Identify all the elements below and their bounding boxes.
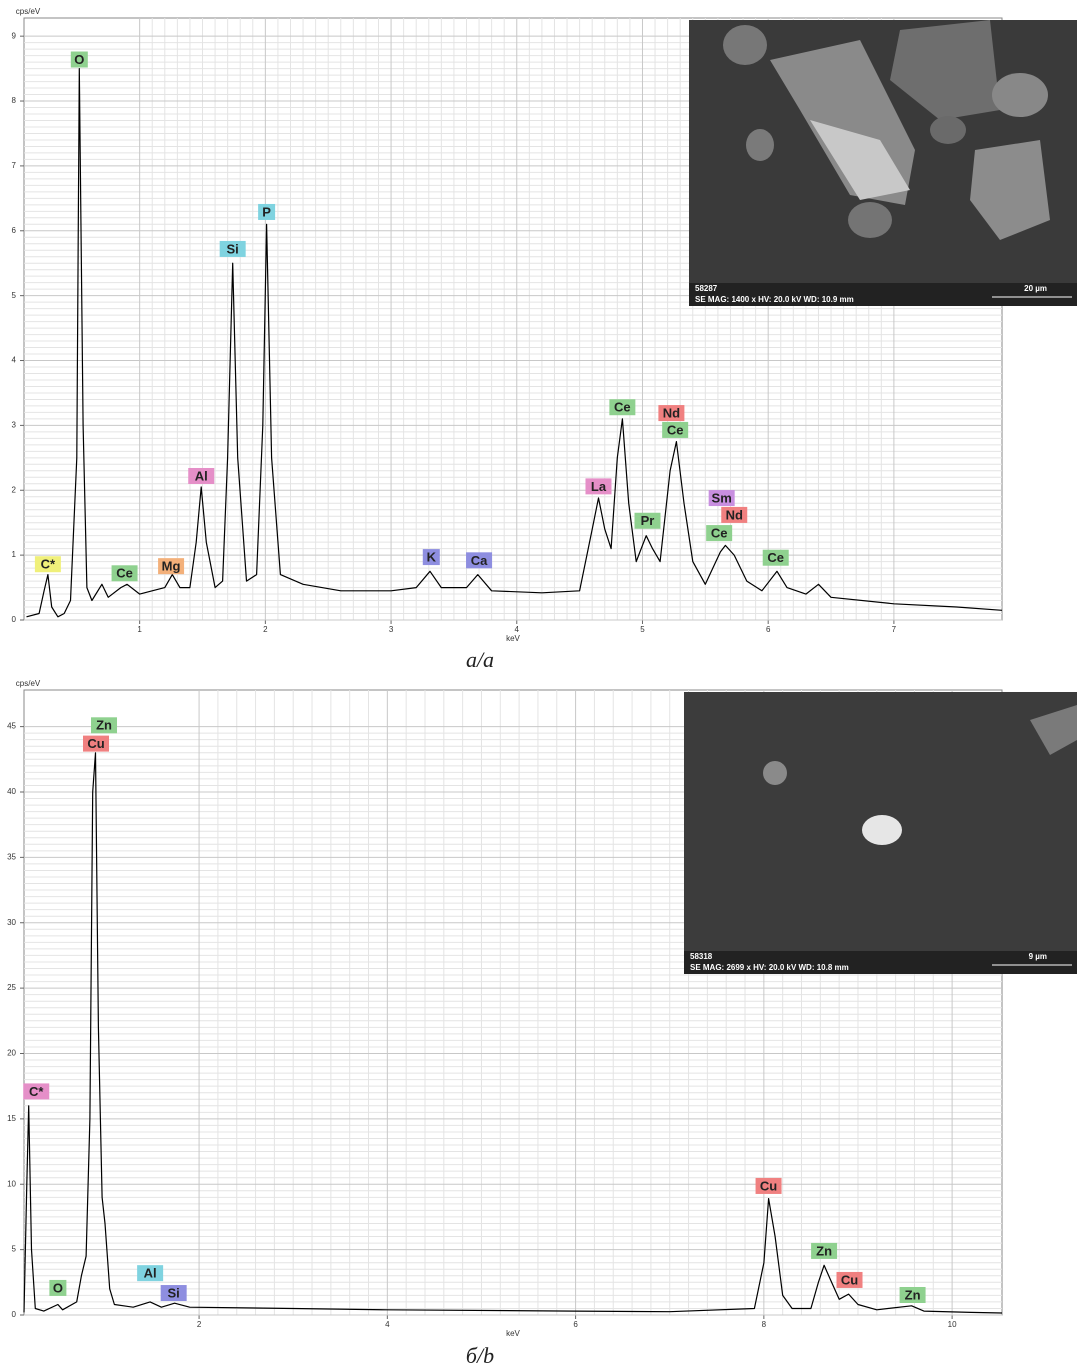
- peak-label: La: [591, 479, 607, 494]
- peak-label: Mg: [162, 559, 181, 574]
- x-tick-label: 5: [640, 625, 645, 634]
- x-tick-label: 4: [385, 1320, 390, 1329]
- peak-label: Ce: [767, 550, 784, 565]
- figure: 246810051015202530354045cps/eVkeVZnCuC*O…: [0, 0, 1077, 1370]
- peak-label: Si: [227, 241, 239, 256]
- caption: а/a: [466, 647, 494, 672]
- peak-label: K: [427, 550, 437, 565]
- y-axis-label: cps/eV: [16, 7, 41, 16]
- peak-label: O: [74, 52, 84, 67]
- y-tick-label: 8: [12, 96, 17, 105]
- sem-scale: 9 µm: [1029, 952, 1047, 961]
- x-tick-label: 3: [389, 625, 394, 634]
- peak-label: Nd: [726, 507, 743, 522]
- sem-image: [689, 20, 1077, 306]
- sem-image: [684, 692, 1077, 974]
- y-tick-label: 0: [12, 615, 17, 624]
- y-tick-label: 45: [7, 722, 16, 731]
- y-tick-label: 25: [7, 983, 16, 992]
- peak-label: C*: [29, 1084, 44, 1099]
- x-tick-label: 2: [197, 1320, 202, 1329]
- peak-label: Cu: [87, 736, 104, 751]
- y-tick-label: 5: [12, 291, 17, 300]
- sem-info: SE MAG: 1400 x HV: 20.0 kV WD: 10.9 mm: [695, 295, 854, 304]
- sem-info: SE MAG: 2699 x HV: 20.0 kV WD: 10.8 mm: [690, 963, 849, 972]
- sem-id: 58287: [695, 284, 718, 293]
- y-tick-label: 3: [12, 420, 17, 429]
- y-tick-label: 20: [7, 1049, 16, 1058]
- peak-label: P: [262, 204, 271, 219]
- y-tick-label: 4: [12, 356, 17, 365]
- peak-label: Ca: [471, 553, 488, 568]
- x-tick-label: 10: [948, 1320, 957, 1329]
- y-tick-label: 15: [7, 1114, 16, 1123]
- x-tick-label: 7: [892, 625, 897, 634]
- sem-scale: 20 µm: [1024, 284, 1047, 293]
- y-tick-label: 30: [7, 918, 16, 927]
- x-tick-label: 6: [766, 625, 771, 634]
- y-tick-label: 35: [7, 852, 16, 861]
- peak-label: Cu: [760, 1178, 777, 1193]
- x-axis-label: keV: [506, 634, 520, 643]
- peak-label: Al: [195, 468, 208, 483]
- x-tick-label: 6: [573, 1320, 578, 1329]
- peak-label: Ce: [614, 400, 631, 415]
- peak-label: Ce: [667, 422, 684, 437]
- peak-label: O: [53, 1280, 63, 1295]
- y-tick-label: 9: [12, 31, 17, 40]
- caption: б/b: [466, 1343, 494, 1368]
- sem-id: 58318: [690, 952, 713, 961]
- y-tick-label: 0: [12, 1310, 17, 1319]
- y-tick-label: 6: [12, 226, 17, 235]
- y-tick-label: 2: [12, 485, 17, 494]
- y-tick-label: 5: [12, 1245, 17, 1254]
- peak-label: Cu: [841, 1272, 858, 1287]
- peak-label: Zn: [816, 1243, 832, 1258]
- page: 246810051015202530354045cps/eVkeVZnCuC*O…: [0, 0, 1077, 1370]
- peak-label: Sm: [712, 490, 732, 505]
- peak-label: Zn: [905, 1287, 921, 1302]
- y-tick-label: 1: [12, 550, 17, 559]
- x-tick-label: 4: [515, 625, 520, 634]
- y-axis-label: cps/eV: [16, 679, 41, 688]
- peak-label: Zn: [96, 718, 112, 733]
- peak-label: Ce: [116, 566, 133, 581]
- x-axis-label: keV: [506, 1329, 520, 1338]
- x-tick-label: 2: [263, 625, 268, 634]
- peak-label: Nd: [663, 406, 680, 421]
- x-tick-label: 1: [137, 625, 142, 634]
- x-tick-label: 8: [762, 1320, 767, 1329]
- peak-label: C*: [41, 557, 56, 572]
- y-tick-label: 10: [7, 1179, 16, 1188]
- peak-label: Pr: [641, 513, 655, 528]
- peak-label: Ce: [711, 526, 728, 541]
- peak-label: Si: [168, 1285, 180, 1300]
- y-tick-label: 40: [7, 787, 16, 796]
- y-tick-label: 7: [12, 161, 17, 170]
- peak-label: Al: [144, 1266, 157, 1281]
